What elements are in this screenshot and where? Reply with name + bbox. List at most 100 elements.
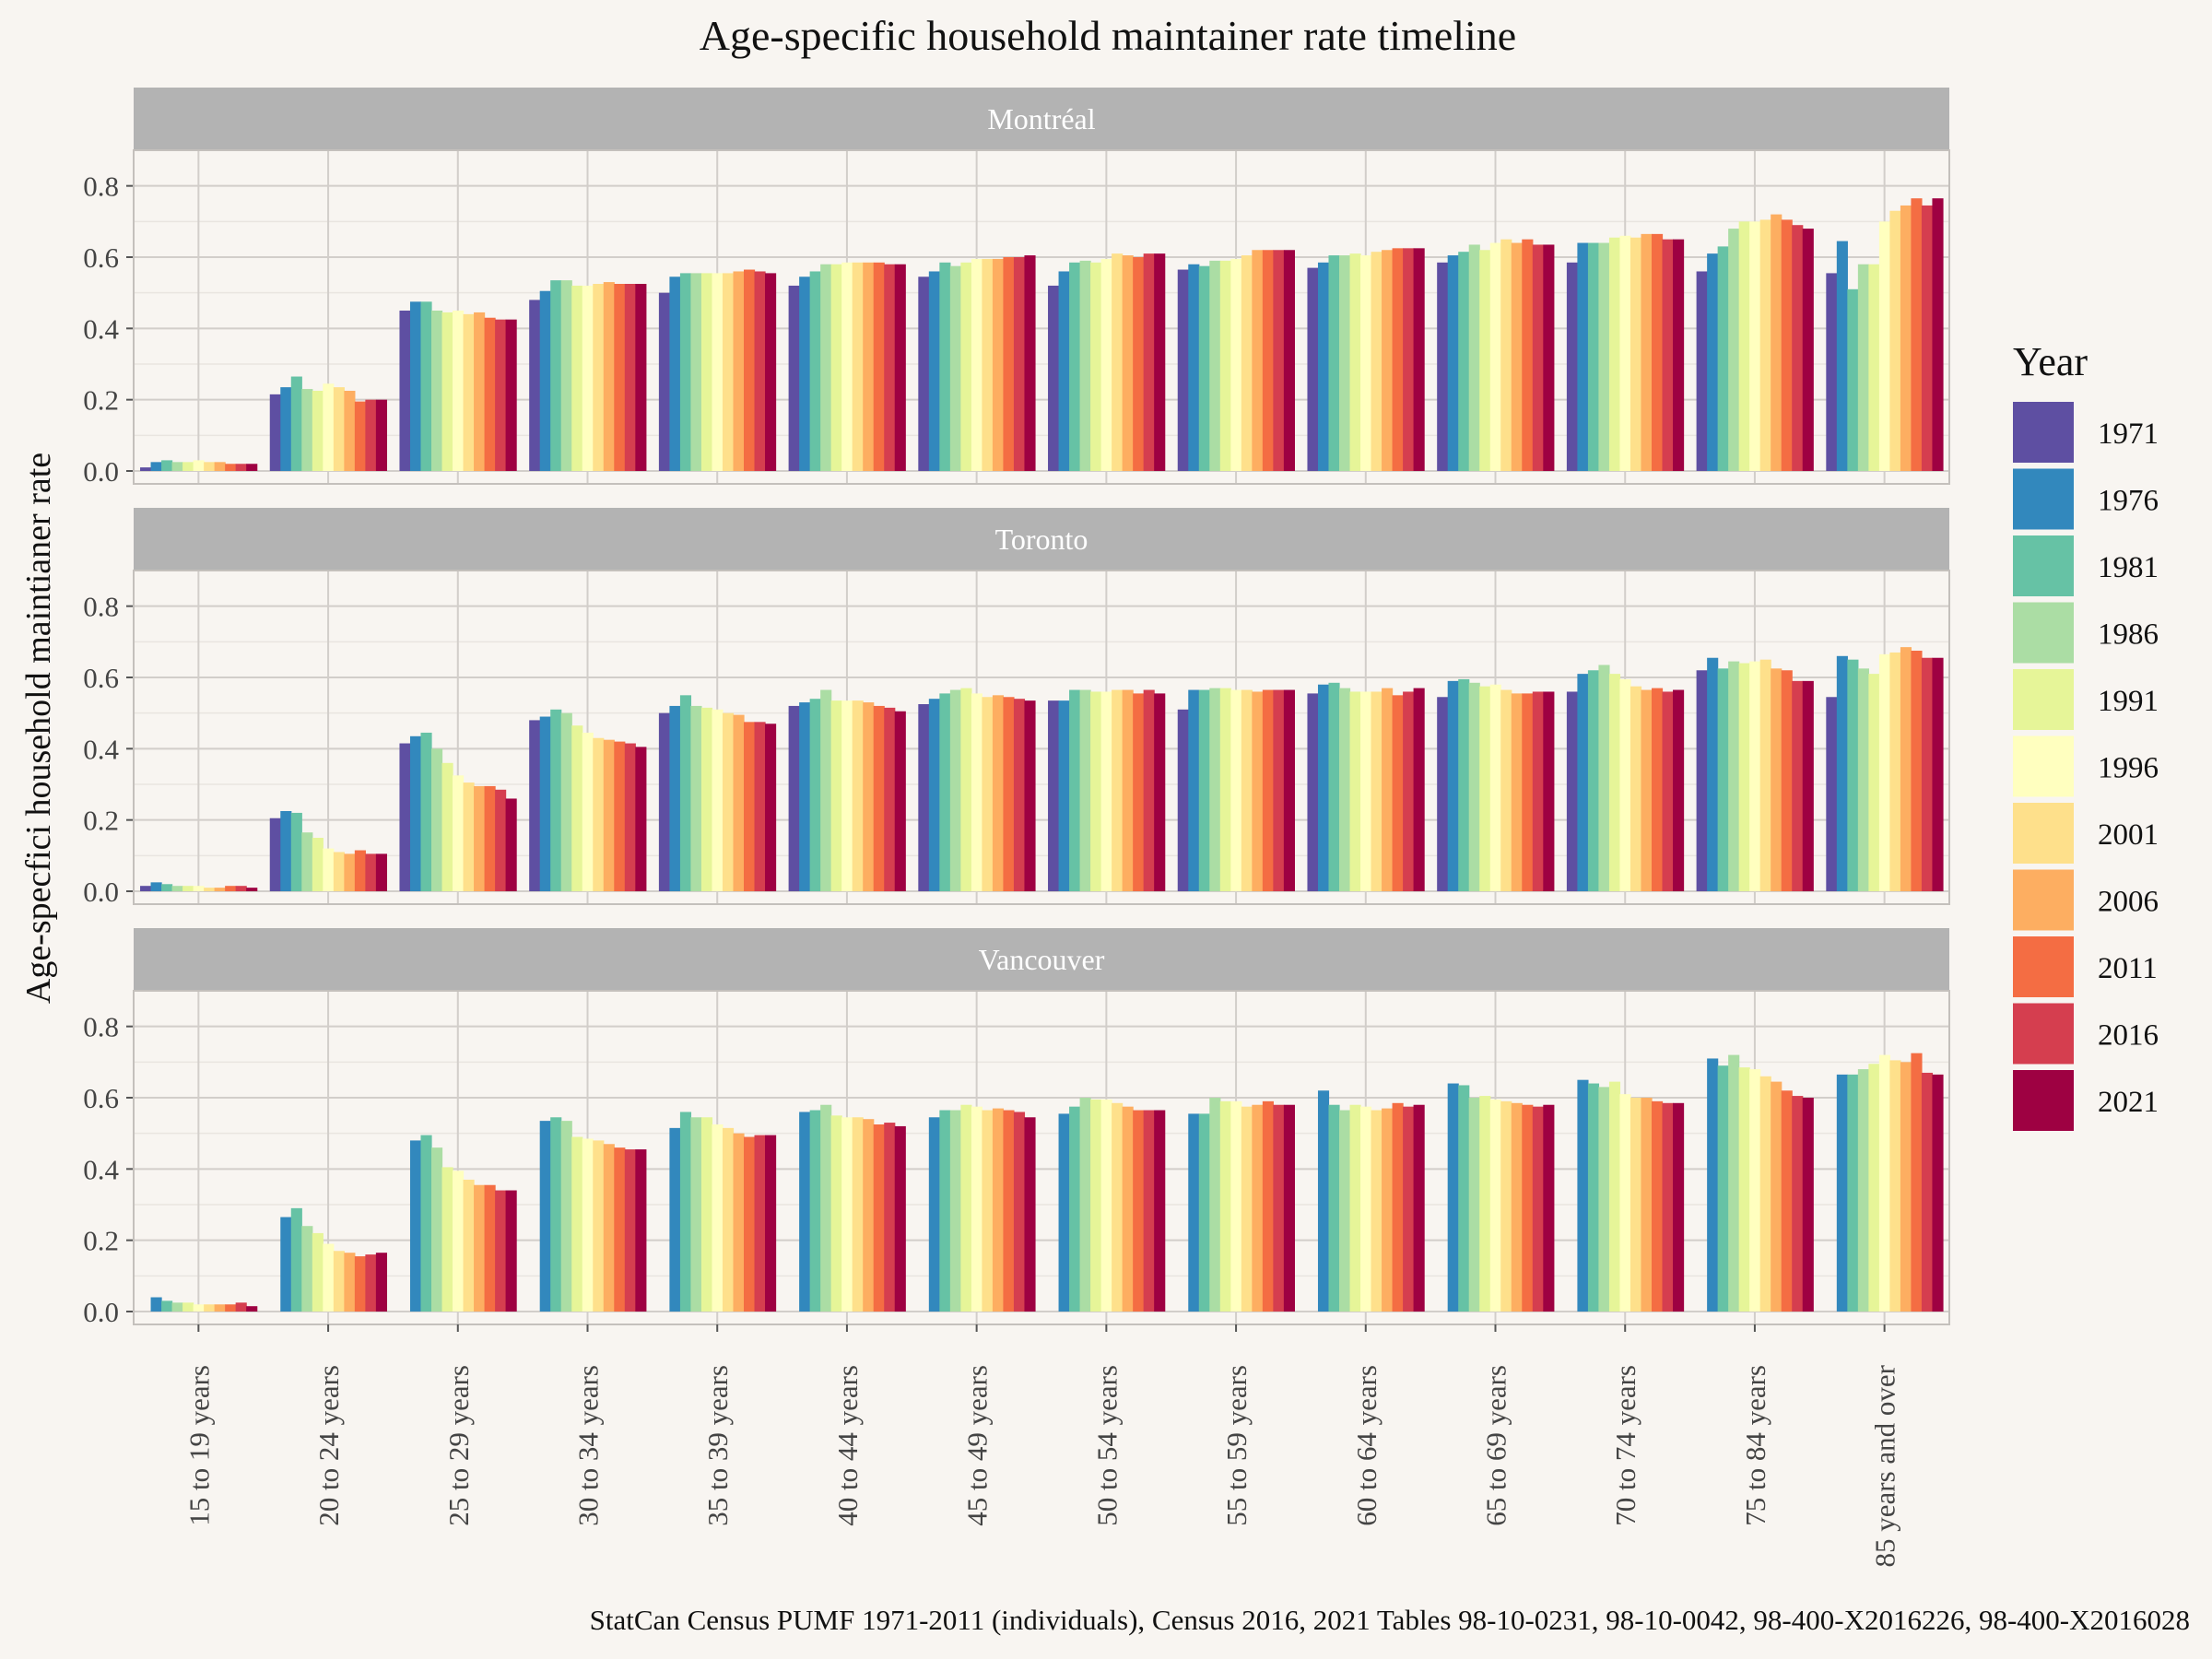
bar bbox=[1252, 691, 1264, 891]
bar bbox=[1577, 1079, 1589, 1312]
legend: Year 1971 1976 1981 1986 1991 1996 2001 2006 2011… bbox=[2013, 339, 2159, 1131]
bar bbox=[1511, 1102, 1523, 1312]
bar bbox=[1219, 688, 1231, 891]
bar bbox=[1479, 686, 1491, 891]
bar bbox=[1241, 255, 1253, 471]
bar bbox=[1878, 1054, 1890, 1312]
bar bbox=[539, 1121, 551, 1312]
bar bbox=[582, 285, 594, 471]
bar bbox=[1543, 691, 1555, 891]
bar bbox=[1630, 1098, 1642, 1312]
bar bbox=[1328, 1104, 1340, 1312]
panel-2: Vancouver 0.0 0.2 0.4 0.6 0.8 bbox=[83, 928, 1950, 1328]
bar bbox=[1100, 258, 1112, 471]
bar bbox=[1273, 689, 1285, 891]
bar bbox=[1532, 1106, 1544, 1312]
bar bbox=[1673, 239, 1685, 471]
bar bbox=[1662, 1102, 1674, 1312]
bar bbox=[1479, 1096, 1491, 1312]
bar bbox=[1262, 250, 1274, 471]
bar bbox=[1403, 691, 1415, 891]
bar bbox=[690, 1117, 702, 1312]
bar bbox=[484, 785, 496, 891]
bar bbox=[820, 264, 832, 471]
bar bbox=[1307, 693, 1319, 891]
bar bbox=[1392, 248, 1404, 471]
bar bbox=[1900, 647, 1912, 891]
bar bbox=[280, 387, 292, 471]
facet-strip bbox=[134, 928, 1949, 991]
bar bbox=[539, 716, 551, 891]
bar bbox=[409, 301, 422, 471]
bar bbox=[1317, 1090, 1330, 1312]
bar bbox=[1932, 198, 1944, 471]
bar bbox=[1932, 1074, 1944, 1312]
legend-swatch bbox=[2013, 936, 2074, 997]
bar bbox=[1458, 678, 1470, 891]
bar bbox=[1371, 691, 1382, 891]
bar bbox=[1889, 1060, 1901, 1312]
bar bbox=[1437, 262, 1449, 471]
bar bbox=[1500, 239, 1512, 471]
bar bbox=[712, 709, 724, 891]
bar bbox=[1911, 651, 1923, 891]
bar bbox=[1889, 210, 1901, 471]
bar bbox=[1900, 1062, 1912, 1312]
bar bbox=[1543, 1104, 1555, 1312]
bar bbox=[788, 285, 800, 471]
bar bbox=[1641, 233, 1653, 471]
bar bbox=[765, 273, 777, 471]
facet-label: Montréal bbox=[987, 102, 1095, 135]
bar bbox=[1921, 1072, 1934, 1312]
bar bbox=[246, 464, 258, 471]
bar bbox=[971, 693, 982, 891]
bar bbox=[463, 313, 475, 471]
bar bbox=[1458, 1085, 1470, 1312]
bar bbox=[1651, 688, 1664, 891]
bar bbox=[928, 1117, 940, 1312]
bar bbox=[474, 785, 486, 891]
bar bbox=[1177, 269, 1189, 471]
bar bbox=[1133, 257, 1145, 471]
bar bbox=[1479, 250, 1491, 471]
bar bbox=[1511, 693, 1523, 891]
bar bbox=[505, 798, 517, 891]
bar bbox=[1489, 242, 1501, 471]
bar bbox=[1209, 260, 1221, 471]
bar bbox=[560, 280, 572, 471]
bar bbox=[582, 1138, 594, 1312]
bar bbox=[1738, 221, 1750, 472]
bar bbox=[1921, 657, 1934, 891]
bar bbox=[399, 743, 411, 891]
bar bbox=[712, 1124, 724, 1312]
bar bbox=[1717, 246, 1729, 471]
bar bbox=[1122, 255, 1134, 471]
bar bbox=[484, 317, 496, 471]
bar bbox=[484, 1184, 496, 1312]
x-axis: 15 to 19 years 20 to 24 years 25 to 29 yea… bbox=[182, 1324, 1901, 1568]
bar bbox=[1069, 262, 1081, 471]
bar bbox=[1630, 237, 1642, 471]
bar bbox=[722, 273, 735, 471]
bar bbox=[1058, 700, 1070, 891]
bar bbox=[1847, 288, 1859, 471]
bar bbox=[928, 699, 940, 891]
bar bbox=[1090, 691, 1102, 891]
bar bbox=[1468, 1098, 1480, 1312]
bar bbox=[669, 276, 681, 471]
bar bbox=[399, 311, 411, 471]
bar bbox=[939, 262, 951, 471]
bar bbox=[420, 301, 432, 471]
bar bbox=[214, 1304, 226, 1312]
x-tick-label: 45 to 49 years bbox=[961, 1365, 994, 1526]
bar bbox=[1792, 680, 1804, 891]
bar bbox=[204, 462, 216, 471]
legend-swatch bbox=[2013, 602, 2074, 664]
bar bbox=[1252, 1104, 1264, 1312]
bar bbox=[1932, 657, 1944, 891]
bar bbox=[1738, 663, 1750, 891]
bar bbox=[463, 1179, 475, 1312]
bar bbox=[809, 271, 821, 471]
bar bbox=[225, 464, 237, 471]
bar bbox=[1209, 688, 1221, 891]
